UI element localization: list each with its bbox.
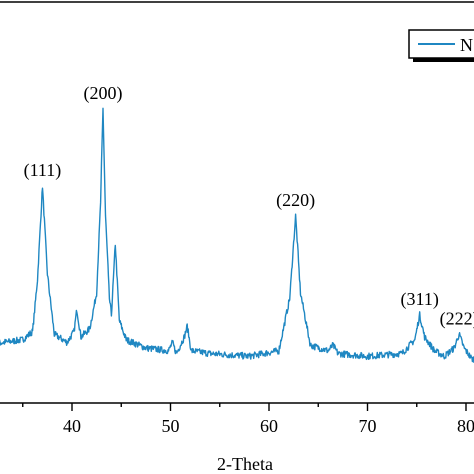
peak-labels: (111) (200) (220) (311)(222) (24, 83, 474, 330)
x-tick-label: 70 (359, 416, 377, 436)
x-tick-label: 50 (162, 416, 180, 436)
x-tick-label: 80 (457, 416, 474, 436)
peak-label: (220) (276, 190, 315, 211)
peak-label: (311) (401, 289, 439, 310)
legend: N (408, 29, 474, 62)
x-axis-ticks (22, 403, 467, 411)
x-axis-tick-labels: 40 50 60 70 80 (63, 416, 474, 436)
series-line-N (0, 107, 474, 363)
peak-label: (111) (24, 160, 62, 181)
peak-label: (200) (84, 83, 123, 104)
x-tick-label: 60 (260, 416, 278, 436)
x-tick-label: 40 (63, 416, 81, 436)
peak-label: (222) (440, 308, 474, 329)
x-axis-title: 2-Theta (217, 454, 273, 474)
legend-label: N (460, 35, 473, 55)
